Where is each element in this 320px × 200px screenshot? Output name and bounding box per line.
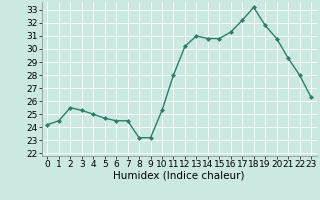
X-axis label: Humidex (Indice chaleur): Humidex (Indice chaleur) <box>114 171 245 181</box>
